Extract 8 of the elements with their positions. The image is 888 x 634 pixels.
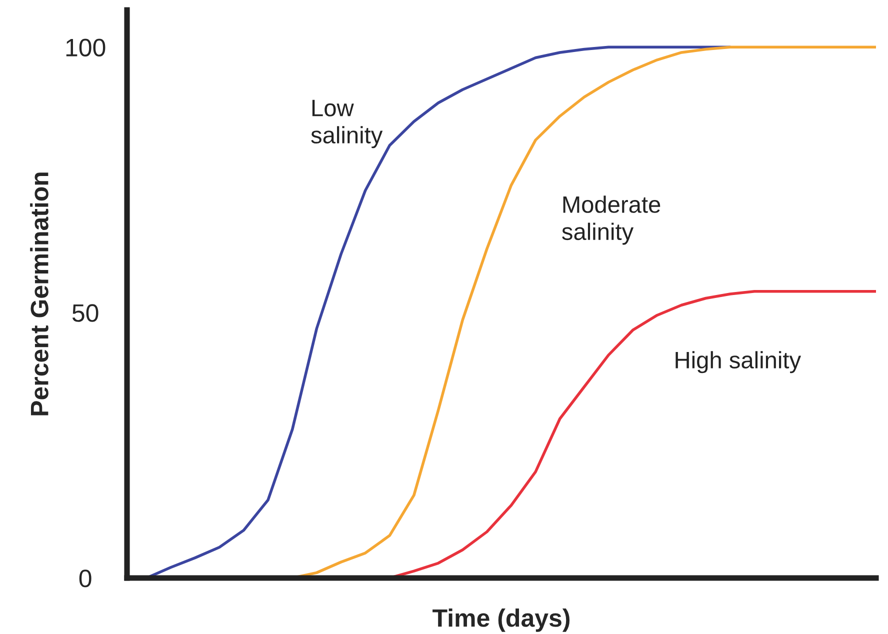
y-tick-label: 100 (66, 38, 106, 56)
series-label: Low salinity (311, 100, 383, 148)
y-tick-label: 50 (72, 304, 98, 322)
series-label: High salinity (676, 351, 802, 374)
text: Moderate salinity (562, 196, 660, 245)
y-tick-label: 0 (79, 570, 92, 588)
y-axis-title: Percent Germination (30, 172, 48, 416)
x-axis-title: Time (days) (432, 608, 570, 632)
